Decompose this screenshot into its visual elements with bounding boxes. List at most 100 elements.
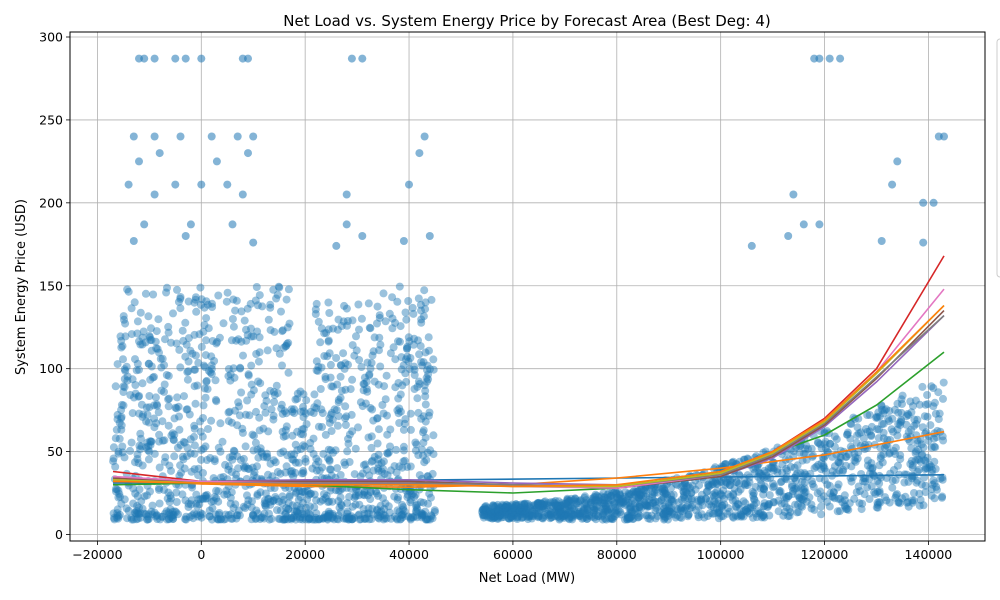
scatter-point (648, 490, 657, 499)
scatter-point (590, 513, 599, 522)
scatter-point (260, 402, 269, 411)
scatter-point (743, 504, 752, 513)
scatter-point (731, 496, 740, 505)
fit-curve-10 (112, 305, 945, 488)
scatter-point (878, 405, 887, 414)
scatter-point (267, 514, 276, 523)
scatter-point (692, 506, 700, 515)
scatter-point (165, 394, 174, 403)
scatter-point (590, 505, 599, 514)
scatter-point (489, 510, 498, 519)
scatter-point (327, 409, 336, 417)
scatter-point (510, 506, 519, 515)
scatter-point (705, 500, 714, 509)
scatter-point (356, 515, 365, 524)
scatter-point (263, 452, 272, 461)
scatter-point (168, 507, 177, 516)
scatter-point (201, 494, 210, 503)
scatter-point (133, 455, 142, 463)
scatter-point (550, 499, 559, 508)
x-ticks: −20000 0 20000 40000 60000 80000 100000 120000 1… (72, 541, 952, 562)
scatter-point (247, 324, 255, 333)
scatter-point (501, 503, 510, 512)
scatter-point (853, 454, 862, 463)
scatter-point (241, 442, 250, 451)
scatter-point (293, 427, 302, 436)
scatter-point (570, 510, 579, 519)
scatter-point (917, 480, 926, 489)
scatter-point (617, 500, 626, 509)
scatter-point (643, 501, 652, 510)
scatter-point (204, 324, 213, 333)
scatter-point (734, 500, 743, 509)
scatter-point (836, 494, 845, 503)
scatter-point (651, 501, 660, 510)
scatter-point (706, 509, 714, 518)
scatter-point (687, 503, 696, 512)
scatter-point (916, 435, 925, 444)
scatter-point (908, 463, 917, 472)
scatter-point (507, 502, 516, 511)
scatter-point (497, 513, 506, 522)
scatter-point (145, 359, 153, 368)
scatter-point (425, 489, 434, 498)
scatter-point (932, 433, 941, 442)
scatter-point (938, 475, 947, 484)
scatter-point (185, 512, 194, 521)
scatter-point (319, 514, 328, 523)
scatter-point (170, 414, 179, 423)
scatter-point (927, 443, 936, 452)
scatter-point (741, 506, 750, 515)
scatter-point (164, 328, 173, 337)
scatter-point (592, 502, 601, 511)
scatter-point (273, 290, 282, 299)
scatter-point (556, 501, 565, 510)
scatter-point (679, 487, 688, 496)
scatter-point (799, 449, 808, 458)
scatter-point (430, 506, 439, 515)
scatter-point (894, 420, 903, 428)
scatter-point (295, 505, 304, 514)
scatter-point (379, 510, 388, 519)
scatter-point (676, 513, 684, 522)
scatter-point (907, 444, 916, 453)
scatter-point (401, 308, 410, 317)
scatter-point (547, 511, 556, 520)
scatter-point (519, 508, 528, 517)
scatter-point (879, 434, 888, 443)
scatter-point (383, 471, 392, 480)
scatter-point (687, 496, 696, 505)
scatter-point (191, 295, 200, 304)
scatter-point (492, 507, 500, 516)
scatter-point (336, 493, 345, 502)
scatter-point (221, 460, 230, 469)
scatter-point (167, 338, 175, 347)
scatter-point (657, 495, 666, 504)
scatter-point (668, 509, 676, 518)
scatter-point (923, 391, 932, 399)
scatter-point (423, 472, 432, 481)
scatter-point (387, 514, 395, 523)
scatter-point (747, 241, 756, 250)
scatter-point (394, 493, 403, 502)
scatter-point (248, 497, 256, 506)
scatter-point (143, 410, 152, 419)
x-tick-label: 20000 (285, 547, 325, 562)
scatter-point (777, 499, 786, 508)
scatter-point (587, 512, 596, 521)
scatter-point (415, 379, 424, 388)
scatter-point (639, 486, 648, 495)
scatter-point (359, 490, 368, 499)
scatter-point (196, 427, 205, 436)
scatter-point (612, 493, 621, 502)
scatter-point (893, 461, 902, 470)
scatter-point (402, 344, 411, 353)
scatter-point (788, 480, 797, 489)
scatter-point (345, 514, 353, 523)
scatter-point (589, 506, 598, 514)
scatter-point (580, 493, 589, 502)
scatter-point (340, 364, 349, 373)
scatter-point (113, 505, 122, 514)
scatter-point (558, 507, 567, 516)
scatter-point (709, 490, 718, 499)
